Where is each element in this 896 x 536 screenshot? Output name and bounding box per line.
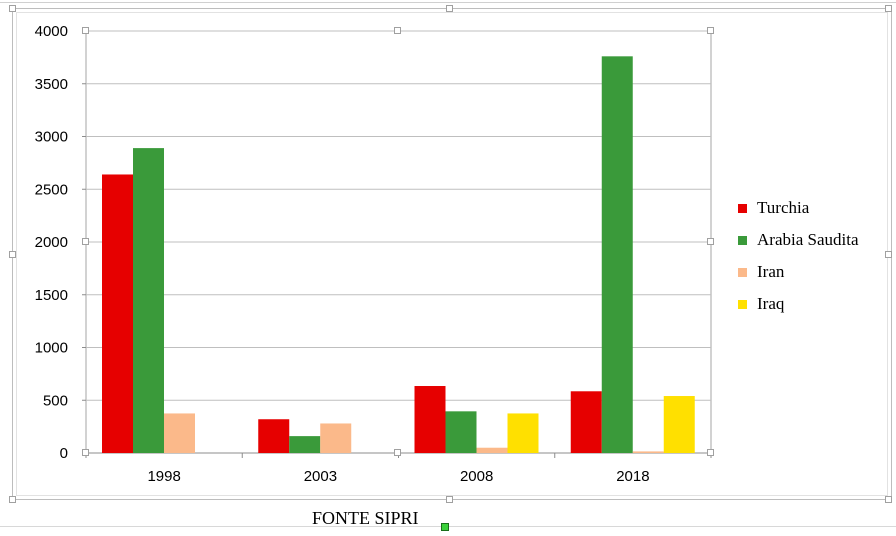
plot-handle-top-right[interactable] [707,27,714,34]
legend-swatch [738,267,747,277]
plot-handle-bottom-right[interactable] [707,449,714,456]
plot-handle-bottom-center[interactable] [394,449,401,456]
bar-iran-2008 [476,447,508,453]
legend-item: Turchia [738,192,859,224]
x-tick-label: 1998 [147,468,180,485]
legend-item: Arabia Saudita [738,224,859,256]
frame-handle-top-center[interactable] [446,5,453,12]
y-tick-label: 2000 [35,234,68,251]
bar-arabia-saudita-1998 [133,148,164,454]
source-caption: FONTE SIPRI [312,508,419,528]
plot-handle-top-center[interactable] [394,27,401,34]
bar-turchia-1998 [102,174,133,454]
y-tick-label: 500 [43,392,68,409]
bar-iran-1998 [164,413,195,453]
x-tick-label: 2018 [616,468,649,485]
frame-handle-bottom-center[interactable] [446,496,453,503]
legend-swatch [738,203,747,213]
bar-iraq-2018 [663,396,695,453]
bar-iraq-2008 [507,413,539,453]
y-tick-label: 0 [60,445,68,462]
document-top-rule [0,2,896,3]
legend-label: Arabia Saudita [757,230,859,249]
bar-arabia-saudita-2018 [601,56,633,453]
chart-legend: Turchia Arabia Saudita Iran Iraq [738,192,859,320]
plot-handle-bottom-left[interactable] [82,449,89,456]
bar-iran-2003 [320,423,352,453]
y-tick-label: 1500 [35,287,68,304]
x-tick-label: 2003 [304,468,337,485]
frame-handle-top-left[interactable] [9,5,16,12]
legend-label: Iraq [757,294,785,313]
bar-arabia-saudita-2003 [289,436,321,453]
x-tick-label: 2008 [460,468,493,485]
y-tick-label: 3500 [35,76,68,93]
resize-handle-icon[interactable] [441,523,449,531]
bar-turchia-2003 [258,419,290,453]
legend-label: Turchia [757,198,810,217]
y-tick-label: 3000 [35,129,68,146]
frame-handle-bottom-left[interactable] [9,496,16,503]
plot-handle-top-left[interactable] [82,27,89,34]
frame-handle-top-right[interactable] [885,5,892,12]
y-tick-label: 4000 [35,23,68,40]
frame-handle-mid-left[interactable] [9,251,16,258]
plot-handle-mid-right[interactable] [707,238,714,245]
legend-item: Iraq [738,288,859,320]
legend-swatch [738,299,747,309]
frame-handle-bottom-right[interactable] [885,496,892,503]
y-tick-label: 2500 [35,181,68,198]
plot-handle-mid-left[interactable] [82,238,89,245]
legend-label: Iran [757,262,785,281]
legend-swatch [738,235,747,245]
bar-arabia-saudita-2008 [445,411,477,453]
y-tick-label: 1000 [35,340,68,357]
bar-turchia-2018 [570,391,602,453]
frame-handle-mid-right[interactable] [885,251,892,258]
bar-turchia-2008 [414,386,446,453]
bar-iran-2018 [632,451,664,453]
legend-item: Iran [738,256,859,288]
